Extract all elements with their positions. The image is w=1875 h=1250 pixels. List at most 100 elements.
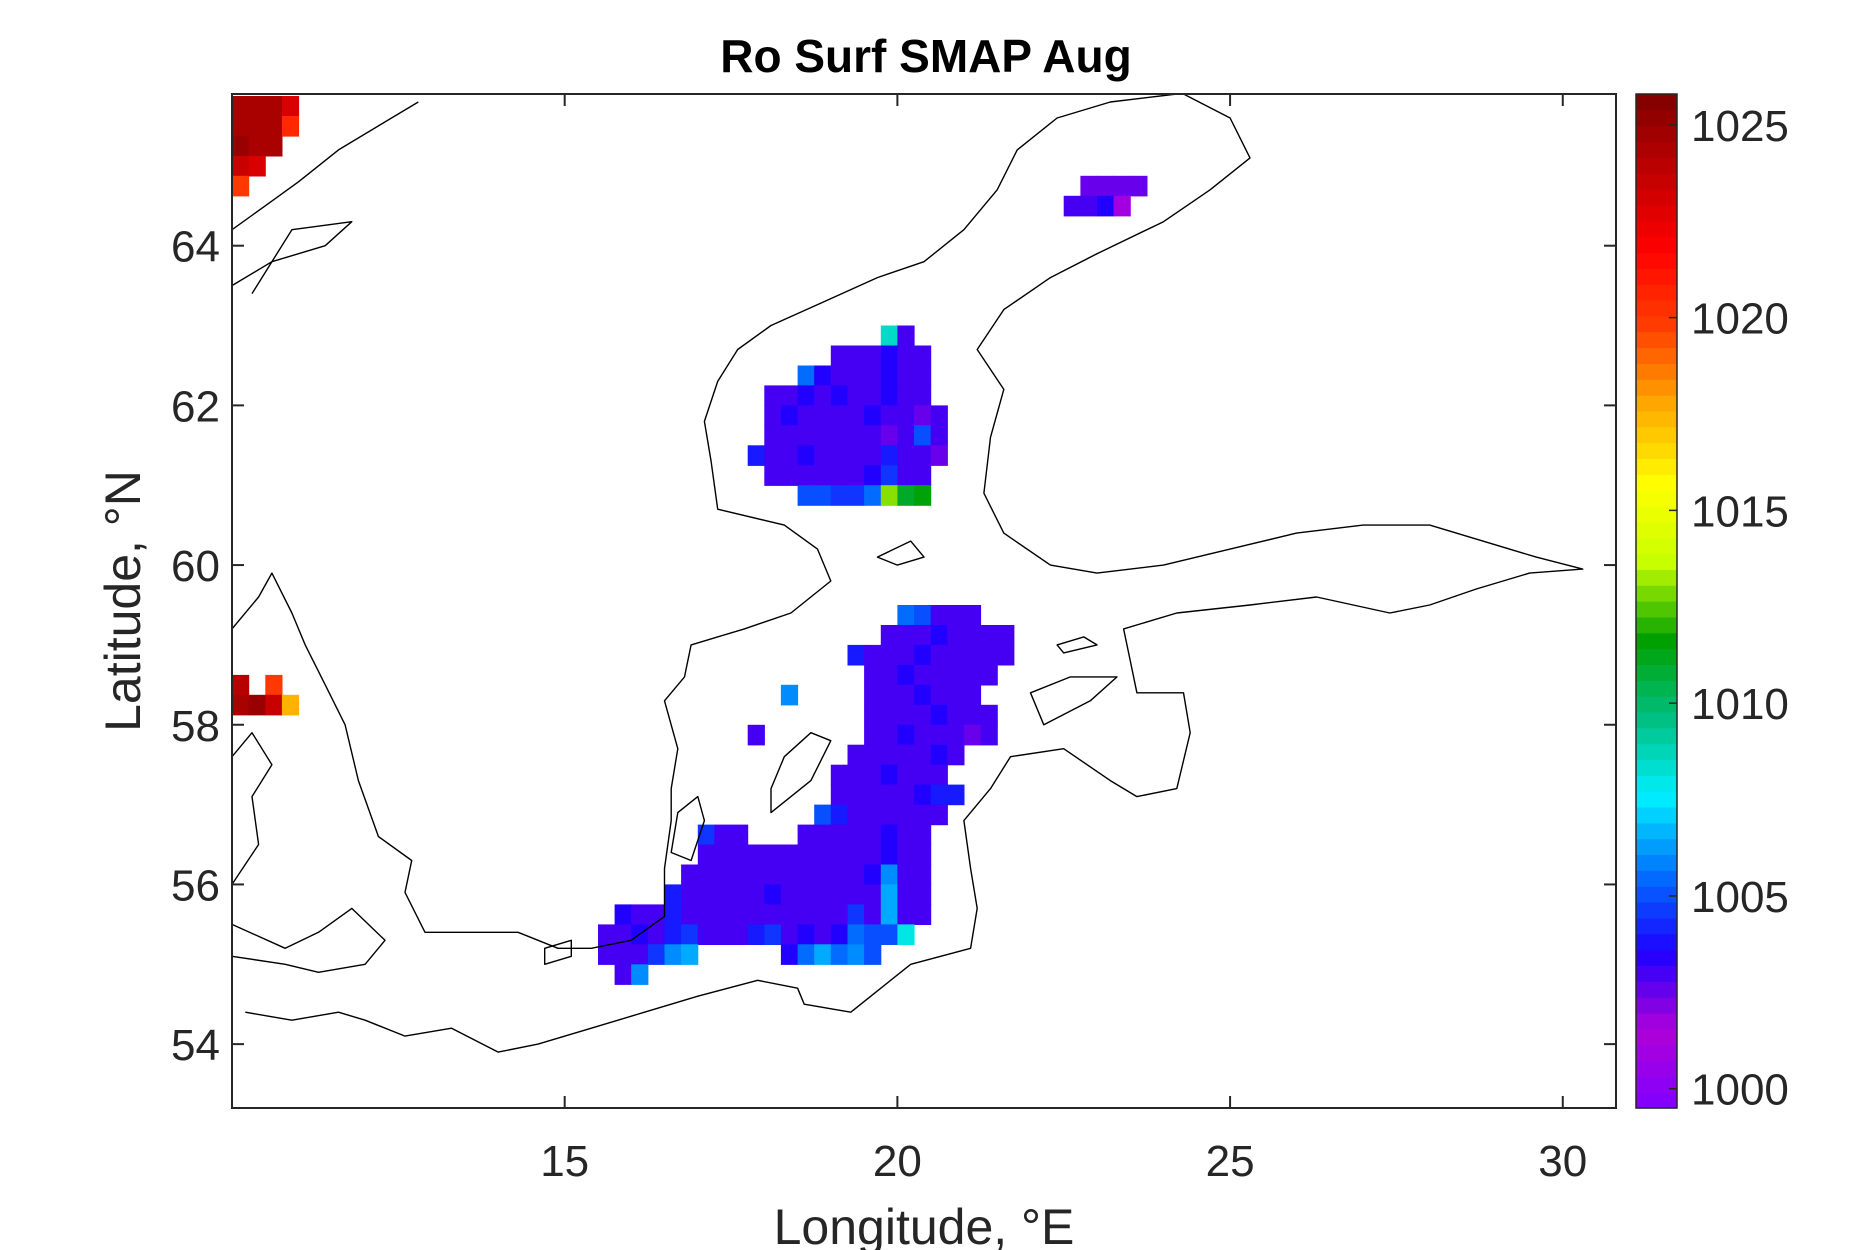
heatmap-cell — [847, 465, 865, 486]
heatmap-cell — [830, 465, 848, 486]
heatmap-cell — [930, 744, 948, 766]
heatmap-cell — [880, 664, 898, 686]
heatmap-cell — [780, 684, 799, 706]
colorbar-band — [1636, 664, 1677, 681]
heatmap-cell — [897, 345, 915, 367]
heatmap-cell — [930, 425, 948, 446]
heatmap-cell — [731, 924, 749, 945]
colorbar-band — [1636, 157, 1677, 174]
heatmap-cell — [864, 824, 882, 846]
heatmap-cell — [830, 425, 848, 446]
heatmap-cell — [747, 924, 765, 945]
colorbar-band — [1636, 395, 1677, 412]
y-tick-label: 60 — [171, 542, 220, 591]
heatmap-cell — [1080, 175, 1098, 197]
heatmap-cell — [797, 884, 815, 905]
heatmap-cell — [880, 884, 898, 905]
colorbar-band — [1636, 1076, 1677, 1093]
heatmap-cell — [897, 684, 915, 706]
heatmap-cell — [714, 884, 732, 905]
heatmap-cell — [797, 944, 815, 965]
heatmap-cell — [847, 485, 865, 506]
heatmap-cell — [864, 744, 882, 766]
heatmap-cell — [697, 904, 715, 925]
heatmap-cell — [914, 425, 932, 446]
heatmap-cell — [814, 385, 832, 406]
heatmap-cell — [847, 764, 865, 786]
heatmap-cell — [714, 924, 732, 945]
heatmap-cell — [980, 644, 998, 666]
heatmap-cell — [814, 365, 832, 387]
heatmap-cell — [847, 824, 865, 846]
coastline-path — [544, 939, 572, 965]
colorbar-tick-label: 1010 — [1691, 680, 1789, 729]
colorbar: 1000 1005 1010 1015 1020 1025 — [1635, 93, 1789, 1115]
heatmap-cell — [714, 824, 732, 846]
heatmap-cell — [830, 804, 848, 826]
colorbar-band — [1636, 379, 1677, 396]
heatmap-cell — [248, 155, 266, 177]
heatmap-cell — [930, 625, 948, 646]
heatmap-cell — [647, 924, 666, 945]
heatmap-cell — [880, 684, 898, 706]
heatmap-cell — [598, 924, 616, 945]
heatmap-cell — [864, 944, 882, 965]
heatmap-cell — [780, 904, 799, 925]
plot-area — [232, 94, 1584, 1053]
colorbar-band — [1636, 965, 1677, 982]
colorbar-frame — [1635, 93, 1678, 1109]
coastline-path — [232, 907, 386, 973]
heatmap-cell — [714, 844, 732, 866]
heatmap-cell — [1113, 195, 1131, 217]
heatmap-cell — [631, 904, 649, 925]
heatmap-cell — [914, 764, 932, 786]
heatmap-cell — [880, 784, 898, 806]
colorbar-band — [1636, 791, 1677, 808]
heatmap-cell — [830, 784, 848, 806]
heatmap-cell — [814, 924, 832, 945]
heatmap-cell — [897, 445, 915, 466]
heatmap-cell — [880, 345, 898, 367]
y-axis: 54 56 58 60 62 64 — [171, 223, 1616, 1070]
heatmap-cell — [897, 724, 915, 746]
heatmap-cell — [880, 864, 898, 886]
heatmap-cell — [631, 964, 649, 985]
colorbar-band — [1636, 109, 1677, 127]
heatmap-cell — [814, 405, 832, 426]
coastline — [232, 94, 1584, 1053]
heatmap-cell — [864, 664, 882, 686]
colorbar-band — [1636, 347, 1677, 364]
heatmap-cell — [1097, 195, 1115, 217]
colorbar-band — [1636, 902, 1677, 919]
heatmap-cell — [697, 884, 715, 905]
colorbar-band — [1636, 125, 1677, 143]
heatmap-cell — [997, 644, 1015, 666]
heatmap-cell — [897, 425, 915, 446]
coastline-path — [232, 101, 419, 231]
colorbar-band — [1636, 141, 1677, 158]
heatmap-cell — [930, 724, 948, 746]
heatmap-cell — [914, 704, 932, 726]
colorbar-band — [1636, 315, 1677, 333]
heatmap-cell — [880, 385, 898, 406]
colorbar-band — [1636, 236, 1677, 254]
heatmap-cell — [930, 405, 948, 426]
heatmap-cell — [980, 704, 998, 726]
heatmap-cell — [914, 824, 932, 846]
x-tick-label: 20 — [873, 1137, 922, 1186]
colorbar-band — [1636, 505, 1677, 523]
heatmap-cell — [797, 445, 815, 466]
heatmap-cell — [764, 425, 782, 446]
heatmap-cell — [265, 694, 283, 716]
heatmap-cell — [880, 365, 898, 387]
heatmap-cell — [914, 385, 932, 406]
heatmap-cell — [764, 405, 782, 426]
y-tick-label: 62 — [171, 382, 220, 431]
colorbar-band — [1636, 822, 1677, 840]
y-tick-label: 58 — [171, 702, 220, 751]
heatmap-cell — [864, 844, 882, 866]
x-tick-label: 15 — [540, 1137, 589, 1186]
colorbar-band — [1636, 173, 1677, 190]
colorbar-tick-label: 1005 — [1691, 873, 1789, 922]
coastline-path — [1056, 636, 1098, 654]
